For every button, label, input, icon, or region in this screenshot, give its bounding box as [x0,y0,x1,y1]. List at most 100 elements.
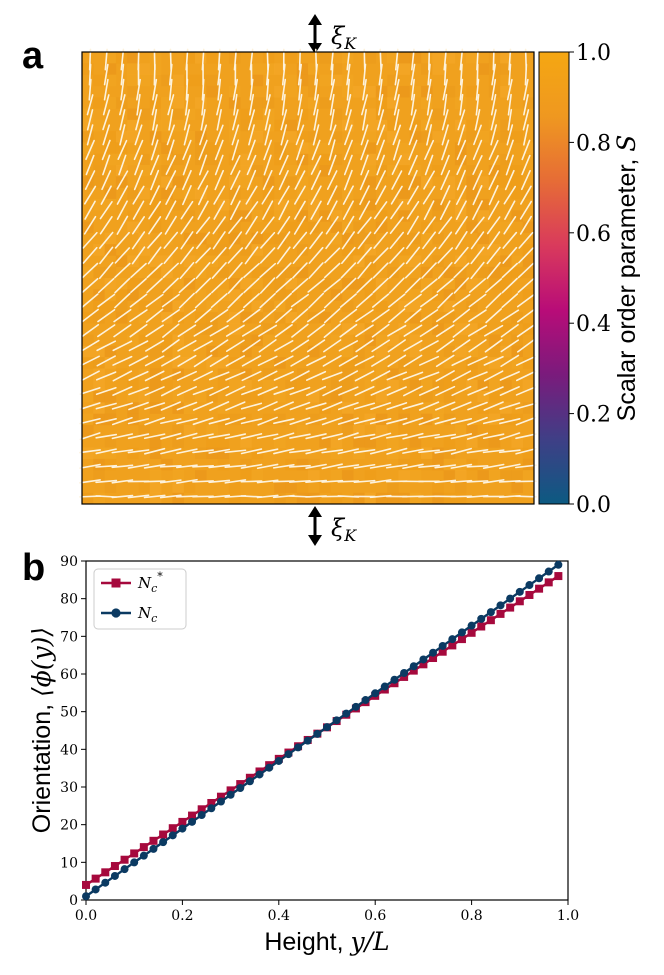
director-line [308,292,325,309]
map-texture-cell [296,492,309,505]
map-texture-cell [364,255,377,267]
director-line [230,185,241,206]
director-line [294,200,306,220]
director-line [212,216,226,235]
director-line [298,48,302,71]
director-line [499,386,520,396]
map-texture-cell [500,85,512,98]
director-line [388,262,405,279]
map-texture-cell [149,357,162,369]
map-texture-cell [522,244,535,256]
map-texture-cell [466,131,478,143]
map-texture-cell [104,447,117,460]
map-texture-cell [364,266,377,279]
map-texture-cell [432,232,444,245]
map-texture-cell [138,424,151,437]
map-texture-cell [127,391,139,403]
director-line [227,292,244,309]
director-line [200,108,206,131]
director-line [192,433,214,440]
director-line [256,448,279,455]
director-line [192,386,214,396]
director-line [357,246,372,264]
director-line [408,154,418,176]
director-line [84,200,96,220]
director-line [99,246,114,265]
director-line [499,402,521,410]
director-line [244,201,259,220]
map-texture-cell [477,402,490,414]
map-texture-cell [93,379,105,392]
map-texture-cell [127,153,139,166]
director-line [438,231,453,250]
map-texture-cell [251,97,264,109]
data-point-circle [429,648,438,657]
director-line [406,185,419,205]
map-texture-cell [330,153,343,166]
director-line [506,124,514,146]
map-texture-cell [443,300,456,313]
director-line [292,262,308,279]
director-line [387,354,407,368]
map-texture-cell [387,131,399,143]
director-line [111,494,134,499]
director-line [208,494,231,499]
map-texture-cell [251,391,264,403]
director-line [323,308,341,324]
director-line [132,200,145,220]
map-texture-cell [432,458,444,471]
map-texture-cell [454,198,467,211]
map-texture-cell [511,108,523,121]
director-line [374,185,387,205]
map-texture-cell [398,52,410,64]
director-line [372,277,389,294]
map-texture-cell [240,334,252,347]
director-line [435,385,456,397]
director-line [240,402,263,410]
director-line [515,433,537,440]
director-line [325,231,340,250]
map-texture-cell [296,176,309,188]
data-point-circle [380,682,389,691]
director-line [370,432,392,440]
map-texture-cell [387,74,399,87]
data-point-circle [506,594,515,603]
director-line [389,216,404,235]
director-line [195,277,212,294]
data-point-circle [361,696,370,705]
map-texture-cell [454,481,467,493]
director-line [119,94,126,116]
director-line [182,169,192,191]
director-line [515,447,537,455]
map-texture-cell [364,108,377,121]
director-line [195,261,211,279]
director-line [306,308,326,323]
director-line [386,371,408,381]
director-line [128,340,149,352]
director-line [393,94,400,116]
map-texture-cell [206,255,218,267]
map-texture-cell [454,255,467,267]
map-texture-cell [115,255,128,267]
map-texture-cell [149,368,162,380]
director-line [405,246,421,265]
director-line [437,247,453,264]
director-line [272,463,295,469]
director-line [434,417,456,425]
map-texture-cell [353,221,365,234]
director-line [80,339,100,352]
director-line [290,293,309,308]
map-texture-cell [522,470,535,482]
director-line [355,324,374,338]
director-line [388,293,406,308]
colorbar-tick-label: 0.8 [576,131,611,156]
director-line [305,448,327,455]
director-line [176,432,198,440]
director-line [195,247,211,264]
director-line [402,463,424,470]
director-line [438,216,453,235]
data-point-square [535,584,544,593]
map-texture-cell [228,52,241,64]
map-texture-cell [206,153,218,166]
map-texture-cell [240,311,252,324]
